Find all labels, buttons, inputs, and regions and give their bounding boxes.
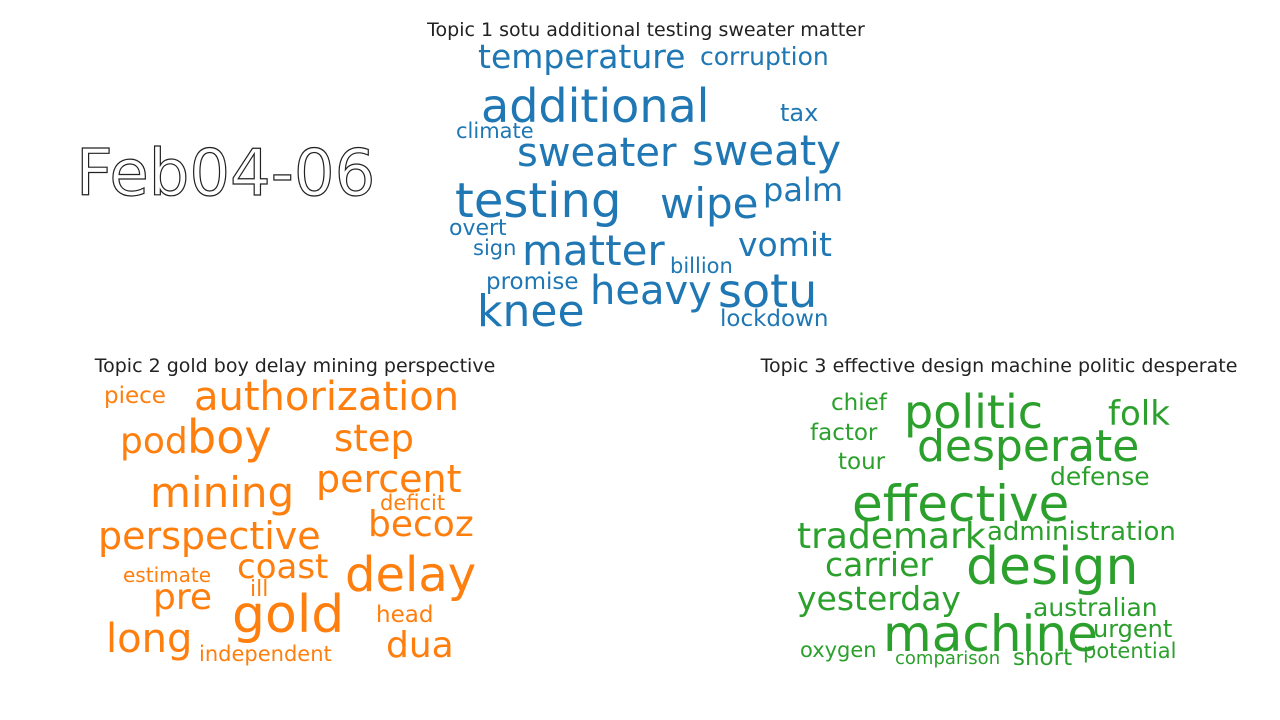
word: oxygen: [800, 638, 877, 662]
word: trademark: [797, 516, 986, 557]
word: knee: [477, 286, 585, 337]
word: machine: [883, 605, 1098, 663]
word: sign: [473, 236, 517, 260]
topic-2-title: Topic 2 gold boy delay mining perspectiv…: [94, 355, 496, 377]
word: tour: [838, 449, 886, 475]
word: desperate: [917, 421, 1140, 472]
word: effective: [852, 475, 1070, 533]
word: temperature: [478, 37, 686, 76]
word: ill: [250, 577, 269, 602]
word: yesterday: [797, 579, 961, 618]
word: potential: [1083, 639, 1177, 663]
word: design: [966, 537, 1139, 597]
word: gold: [232, 585, 345, 645]
word: piece: [104, 383, 166, 409]
word: carrier: [825, 545, 933, 584]
word: deficit: [380, 491, 446, 515]
word: factor: [810, 420, 878, 446]
word: additional: [481, 79, 710, 133]
word: overt: [449, 216, 507, 241]
word: head: [376, 602, 434, 628]
word: sotu: [718, 264, 818, 318]
word: heavy: [590, 268, 712, 314]
word: coast: [237, 547, 329, 587]
word: comparison: [895, 648, 1001, 669]
word: authorization: [194, 374, 460, 420]
word: perspective: [98, 514, 321, 558]
word: becoz: [368, 504, 474, 545]
word: lockdown: [720, 306, 829, 332]
word: administration: [987, 517, 1176, 547]
word: billion: [670, 254, 733, 278]
word: independent: [199, 642, 332, 666]
word: politic: [904, 385, 1044, 439]
word: matter: [522, 226, 665, 275]
topic-1-title: Topic 1 sotu additional testing sweater …: [427, 19, 865, 41]
word: sweater: [517, 130, 677, 176]
word: chief: [831, 390, 887, 416]
word: promise: [486, 269, 579, 295]
word: palm: [763, 171, 843, 209]
word: percent: [316, 457, 462, 501]
word: boy: [187, 410, 272, 464]
word: sweaty: [692, 126, 842, 175]
word: vomit: [738, 225, 832, 264]
topic-3-title: Topic 3 effective design machine politic…: [760, 355, 1238, 377]
word: mining: [150, 468, 295, 517]
date-label: Feb04-06: [75, 137, 376, 211]
word: dua: [386, 625, 454, 666]
word: step: [334, 417, 415, 460]
word: folk: [1108, 394, 1170, 434]
word: climate: [456, 119, 534, 143]
word: australian: [1033, 593, 1158, 622]
word: estimate: [123, 563, 212, 587]
word: pod: [120, 421, 188, 462]
word: tax: [780, 99, 819, 127]
word: testing: [455, 173, 622, 229]
word: wipe: [660, 179, 759, 228]
word: short: [1013, 645, 1073, 671]
word: corruption: [700, 42, 829, 71]
word: pre: [153, 577, 213, 618]
word: long: [106, 616, 193, 662]
word: urgent: [1093, 615, 1173, 643]
word: defense: [1050, 462, 1150, 491]
word: delay: [345, 547, 477, 603]
